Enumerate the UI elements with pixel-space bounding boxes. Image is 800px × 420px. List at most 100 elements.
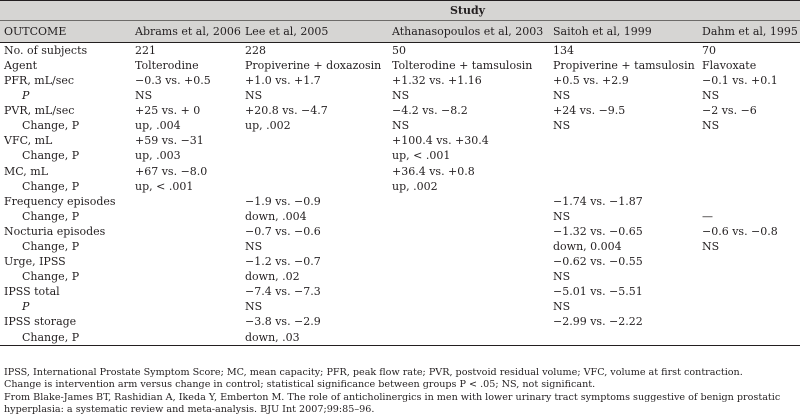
table-cell — [131, 194, 241, 209]
table-cell: NS — [553, 89, 571, 103]
table-cell — [698, 194, 800, 209]
table-cell — [388, 329, 549, 346]
table-cell — [698, 164, 800, 179]
table-row: Urge, IPSS −1.2 vs. −0.7 −0.62 vs. −0.55 — [0, 254, 800, 269]
table-cell: +0.5 vs. +2.9 — [553, 73, 629, 87]
table-cell — [131, 269, 241, 284]
table-cell: up, < .001 — [135, 179, 194, 193]
table-cell: +1.32 vs. +1.16 — [392, 73, 482, 87]
table-cell: — — [702, 209, 713, 223]
table-row: IPSS storage −3.8 vs. −2.9 −2.99 vs. −2.22 — [0, 315, 800, 330]
table-row: Change, P up, .003 up, < .001 — [0, 149, 800, 164]
table-cell: −0.1 vs. +0.1 — [702, 73, 778, 87]
row-label: Change, P — [22, 240, 80, 254]
col-header-abrams: Abrams et al, 2006 — [131, 20, 241, 43]
row-label: Change, P — [22, 119, 80, 133]
table-cell: down, .03 — [241, 329, 388, 346]
table-row: Agent Tolterodine Propiverine + doxazosin T… — [0, 58, 800, 73]
table-cell — [241, 149, 388, 164]
table-cell — [388, 300, 549, 315]
row-label: P — [22, 89, 30, 103]
row-label: IPSS total — [4, 285, 60, 299]
table-cell: NS — [245, 300, 263, 314]
table-cell: up, .004 — [135, 119, 181, 133]
table-row: PFR, mL/sec −0.3 vs. +0.5 +1.0 vs. +1.7 +1.… — [0, 73, 800, 88]
table-cell — [131, 209, 241, 224]
row-label: VFC, mL — [4, 134, 53, 148]
table-cell: down, .004 — [245, 209, 307, 223]
table-cell: down, 0.004 — [553, 240, 622, 254]
table-cell: +36.4 vs. +0.8 — [392, 164, 475, 178]
row-label: Nocturia episodes — [4, 224, 106, 238]
table-cell: 70 — [702, 43, 716, 57]
table-cell: NS — [702, 89, 720, 103]
table-row: VFC, mL +59 vs. −31 +100.4 vs. +30.4 — [0, 134, 800, 149]
table-cell — [388, 209, 549, 224]
table-cell: 221 — [135, 43, 156, 57]
row-label: IPSS storage — [4, 315, 77, 329]
col-header-athanasopoulos: Athanasopoulos et al, 2003 — [388, 20, 549, 43]
table-cell: 134 — [553, 43, 574, 57]
table-cell: NS — [553, 209, 571, 223]
table-cell: NS — [135, 89, 153, 103]
table-cell — [131, 239, 241, 254]
table-cell — [131, 224, 241, 239]
table-cell: NS — [702, 240, 720, 254]
footnotes: IPSS, International Prostate Symptom Sco… — [4, 367, 796, 417]
row-label: MC, mL — [4, 164, 49, 178]
table-cell: +20.8 vs. −4.7 — [245, 104, 328, 118]
group-header-blank — [0, 0, 131, 21]
row-label: Urge, IPSS — [4, 255, 66, 269]
table-cell: −5.01 vs. −5.51 — [553, 285, 643, 299]
table-cell — [549, 179, 698, 194]
table-cell: Propiverine + doxazosin — [245, 58, 382, 72]
footnote-source-cont: hyperplasia: a systematic review and met… — [4, 404, 375, 416]
row-label: Frequency episodes — [4, 194, 116, 208]
group-header-row: Study — [0, 0, 800, 21]
table-cell — [388, 224, 549, 239]
table-row: P NS NS — [0, 300, 800, 315]
row-label: Change, P — [22, 209, 80, 223]
table-cell — [698, 134, 800, 149]
table-cell: +24 vs. −9.5 — [553, 104, 626, 118]
table-cell: Tolterodine + tamsulosin — [392, 58, 533, 72]
table-cell — [549, 164, 698, 179]
table-cell — [388, 285, 549, 300]
table-row: Nocturia episodes −0.7 vs. −0.6 −1.32 vs. … — [0, 224, 800, 239]
table-row: Frequency episodes −1.9 vs. −0.9 −1.74 vs.… — [0, 194, 800, 209]
table-cell: NS — [245, 89, 263, 103]
row-label: PVR, mL/sec — [4, 104, 75, 118]
table-cell: −1.2 vs. −0.7 — [245, 255, 321, 269]
table-cell — [388, 269, 549, 284]
table-cell: up, < .001 — [392, 149, 451, 163]
table-cell — [131, 329, 241, 346]
table-cell — [698, 269, 800, 284]
table-cell: +67 vs. −8.0 — [135, 164, 208, 178]
table-cell — [388, 239, 549, 254]
row-label: PFR, mL/sec — [4, 73, 75, 87]
table-row: Change, P NS down, 0.004 NS — [0, 239, 800, 254]
table-cell: +25 vs. + 0 — [135, 104, 201, 118]
table-cell — [698, 285, 800, 300]
table-cell: Flavoxate — [702, 58, 757, 72]
table-cell: NS — [392, 119, 410, 133]
table-cell: −0.3 vs. +0.5 — [135, 73, 211, 87]
table-cell: Tolterodine — [135, 58, 199, 72]
table-row: No. of subjects 221 228 50 134 70 — [0, 43, 800, 59]
table-cell — [388, 315, 549, 330]
table-cell — [131, 315, 241, 330]
table-cell: −0.7 vs. −0.6 — [245, 224, 321, 238]
table-cell: −3.8 vs. −2.9 — [245, 315, 321, 329]
table-cell — [698, 254, 800, 269]
table-cell — [131, 254, 241, 269]
table-cell: −7.4 vs. −7.3 — [245, 285, 321, 299]
table-cell: up, .002 — [245, 119, 291, 133]
table-cell: −1.9 vs. −0.9 — [245, 194, 321, 208]
table-cell — [549, 134, 698, 149]
table-cell: +59 vs. −31 — [135, 134, 204, 148]
table-cell: NS — [245, 240, 263, 254]
table-row: MC, mL +67 vs. −8.0 +36.4 vs. +0.8 — [0, 164, 800, 179]
table-cell: +1.0 vs. +1.7 — [245, 73, 321, 87]
table-cell: up, .003 — [135, 149, 181, 163]
table-cell: −0.62 vs. −0.55 — [553, 255, 643, 269]
